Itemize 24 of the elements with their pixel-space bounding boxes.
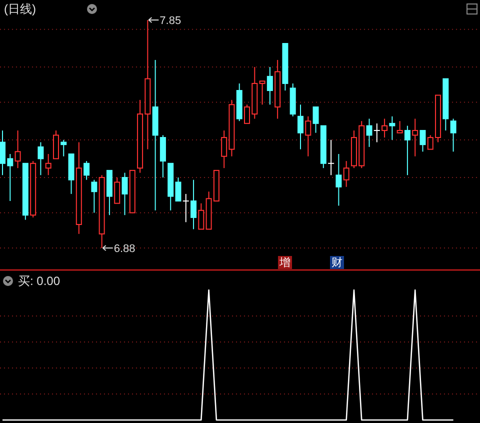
candlestick (297, 104, 304, 150)
candlestick (328, 139, 335, 176)
annotation: 6.88 (114, 243, 136, 255)
chart-title: 买: 0.00 (18, 274, 60, 288)
candlestick (382, 118, 388, 138)
candlestick (274, 59, 281, 120)
candlestick (389, 116, 396, 140)
candlestick (343, 160, 350, 188)
candlestick (266, 66, 273, 106)
text: 增 (278, 257, 290, 269)
candlestick (182, 193, 190, 223)
chart-title: (日线) (4, 2, 36, 16)
candlestick (336, 153, 342, 206)
candlestick (412, 118, 418, 157)
candlestick (366, 118, 372, 148)
candlestick (45, 153, 52, 176)
candlestick (373, 122, 380, 143)
text: 财 (332, 256, 342, 269)
candlestick (190, 179, 197, 230)
candlestick (14, 130, 21, 169)
candlestick (152, 59, 158, 211)
candlestick (38, 142, 44, 176)
candlestick (76, 142, 82, 234)
annotation: 7.85 (160, 15, 182, 27)
